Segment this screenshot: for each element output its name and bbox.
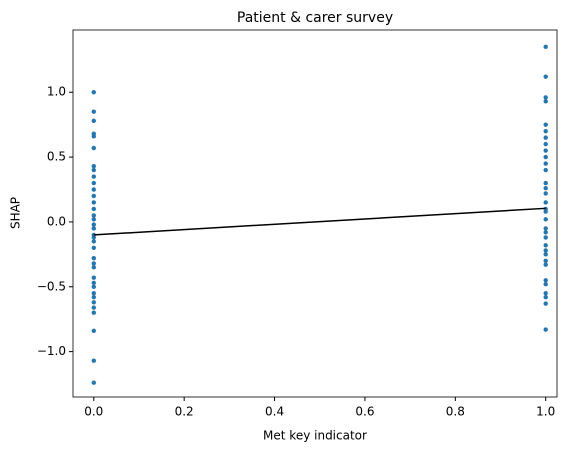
data-point bbox=[543, 209, 548, 214]
data-point bbox=[543, 294, 548, 300]
data-point bbox=[91, 256, 96, 261]
data-point bbox=[91, 180, 96, 186]
data-point bbox=[91, 90, 96, 95]
data-point bbox=[91, 235, 96, 240]
data-point bbox=[91, 358, 96, 363]
data-point bbox=[543, 291, 548, 296]
data-point bbox=[543, 99, 548, 104]
data-point bbox=[91, 239, 96, 244]
data-point bbox=[543, 217, 548, 222]
data-point bbox=[543, 128, 548, 134]
data-point bbox=[91, 226, 96, 231]
trend-line bbox=[93, 207, 546, 236]
x-axis-label: Met key indicator bbox=[263, 429, 367, 443]
data-point bbox=[543, 154, 548, 160]
data-point bbox=[543, 186, 548, 191]
data-point bbox=[543, 281, 548, 287]
x-tick-label: 1.0 bbox=[536, 405, 555, 419]
y-tick-label: 0.5 bbox=[47, 150, 66, 164]
x-tick-label: 0.2 bbox=[175, 405, 194, 419]
data-point bbox=[91, 134, 96, 139]
x-tick-label: 0.6 bbox=[355, 405, 374, 419]
data-point bbox=[91, 291, 96, 296]
data-point bbox=[543, 278, 548, 283]
data-point bbox=[543, 200, 548, 205]
data-point bbox=[91, 261, 96, 266]
data-point bbox=[543, 191, 548, 196]
data-point bbox=[543, 258, 548, 264]
data-point bbox=[543, 167, 548, 173]
data-point bbox=[543, 226, 548, 231]
data-point bbox=[91, 294, 96, 300]
data-point bbox=[91, 275, 96, 280]
data-point bbox=[543, 135, 548, 140]
data-point bbox=[543, 141, 548, 147]
data-point bbox=[91, 245, 96, 251]
data-point bbox=[91, 163, 96, 169]
data-point bbox=[91, 109, 96, 114]
data-point bbox=[543, 327, 548, 332]
data-point bbox=[91, 328, 96, 334]
y-tick-label: −0.5 bbox=[37, 279, 66, 293]
data-point bbox=[91, 310, 96, 315]
data-point bbox=[543, 74, 548, 79]
data-point bbox=[91, 206, 96, 212]
data-point bbox=[543, 248, 548, 253]
data-point bbox=[543, 262, 548, 267]
data-point bbox=[91, 213, 96, 218]
data-point bbox=[91, 222, 96, 227]
data-point bbox=[543, 148, 548, 153]
x-tick-label: 0.8 bbox=[446, 405, 465, 419]
data-point bbox=[91, 193, 96, 199]
data-point bbox=[91, 174, 96, 179]
data-point bbox=[91, 187, 96, 192]
data-point bbox=[91, 200, 96, 205]
data-point bbox=[543, 230, 548, 235]
data-point bbox=[91, 217, 96, 222]
chart-title: Patient & carer survey bbox=[237, 10, 393, 26]
data-point bbox=[91, 265, 96, 270]
data-point bbox=[543, 252, 548, 257]
y-tick-label: −1.0 bbox=[37, 344, 66, 358]
data-point bbox=[543, 122, 548, 127]
data-point bbox=[91, 305, 96, 310]
data-point bbox=[91, 380, 96, 385]
data-point bbox=[543, 235, 548, 240]
data-point bbox=[543, 301, 548, 306]
data-point bbox=[543, 161, 548, 166]
plot-frame bbox=[72, 29, 558, 398]
y-axis-label: SHAP bbox=[9, 197, 23, 229]
data-point bbox=[91, 284, 96, 289]
data-point bbox=[543, 95, 548, 100]
data-point bbox=[91, 145, 96, 151]
y-tick-label: 0.0 bbox=[47, 214, 66, 228]
data-point bbox=[91, 167, 96, 173]
data-point bbox=[543, 180, 548, 186]
data-point bbox=[543, 44, 548, 50]
data-point bbox=[543, 243, 548, 248]
data-point bbox=[91, 300, 96, 305]
y-tick-label: 1.0 bbox=[47, 85, 66, 99]
data-point bbox=[91, 118, 96, 123]
x-tick-label: 0.0 bbox=[84, 405, 103, 419]
x-tick-label: 0.4 bbox=[265, 405, 284, 419]
data-point bbox=[91, 280, 96, 286]
